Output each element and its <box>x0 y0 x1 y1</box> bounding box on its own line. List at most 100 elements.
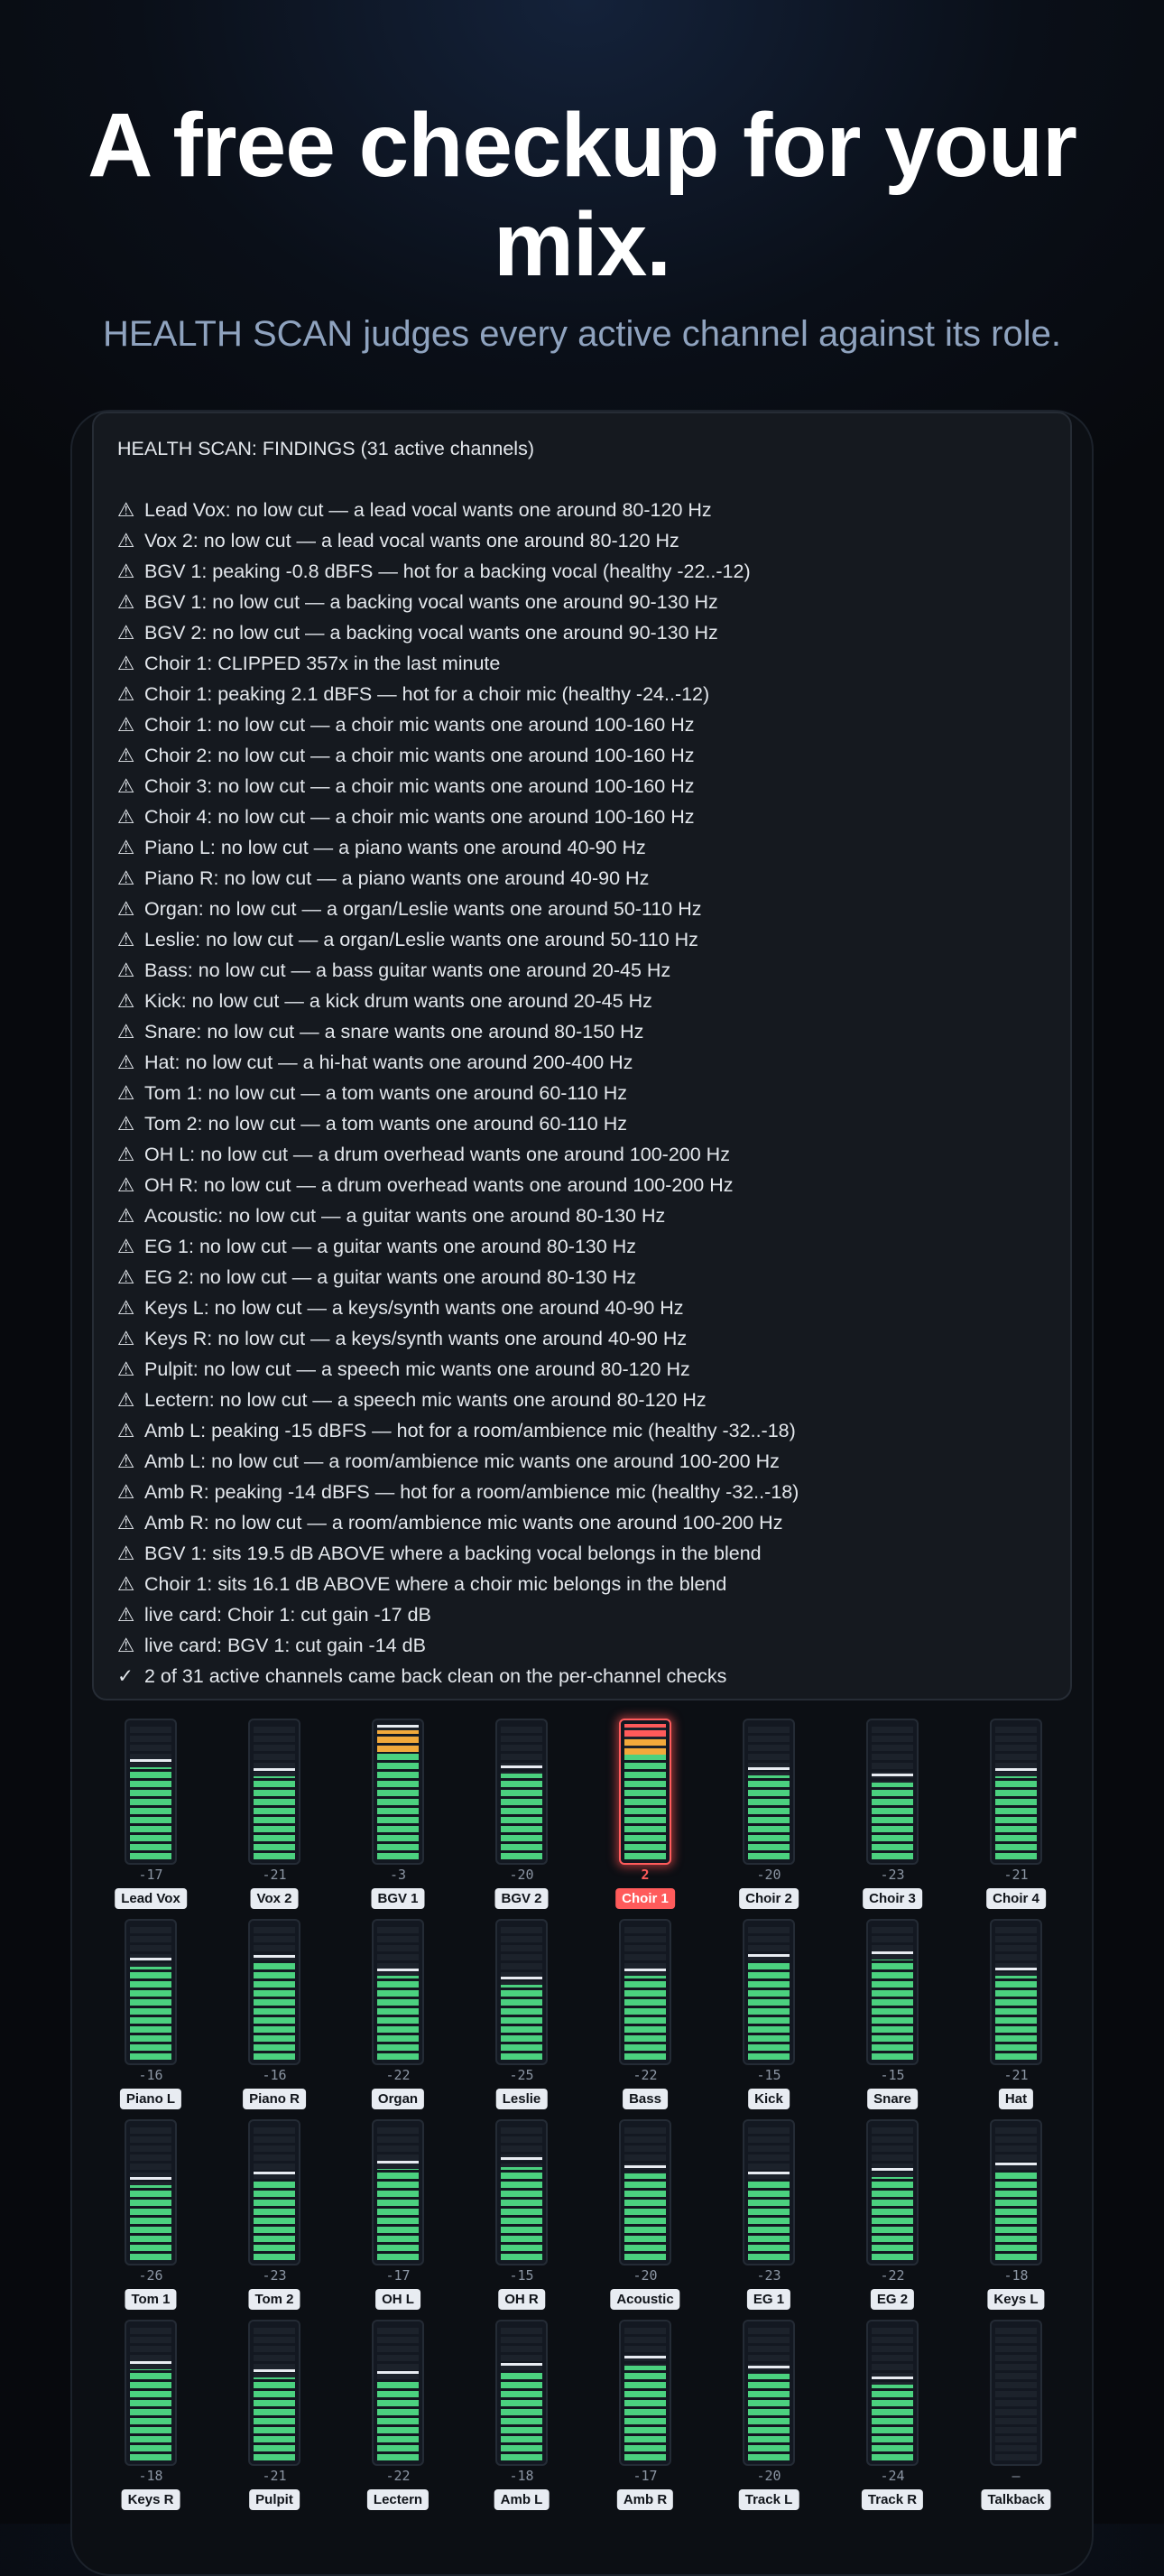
channel-strip[interactable]: -22 Bass <box>600 1919 690 2117</box>
level-meter <box>125 1719 177 1865</box>
channel-strip[interactable]: -24 Track R <box>847 2320 938 2518</box>
level-meter <box>248 2320 300 2466</box>
level-meter <box>619 2320 671 2466</box>
channel-level-value: -20 <box>756 2468 781 2484</box>
channel-level-value: -15 <box>509 2267 534 2284</box>
warning-icon: ⚠ <box>117 1174 135 1196</box>
peak-hold <box>377 2371 419 2374</box>
channel-level-value: -24 <box>880 2468 905 2484</box>
channel-name-label: Choir 1 <box>615 1888 675 1909</box>
finding-text: Snare: no low cut — a snare wants one ar… <box>144 1021 644 1042</box>
channel-strip[interactable]: -23 EG 1 <box>724 2119 814 2318</box>
channel-level-value: -15 <box>756 2067 781 2083</box>
channel-strip[interactable]: -17 Lead Vox <box>106 1719 196 1917</box>
finding-item: ⚠ Piano R: no low cut — a piano wants one… <box>117 863 1047 894</box>
peak-hold <box>995 1968 1037 1970</box>
finding-item: ⚠ OH L: no low cut — a drum overhead want… <box>117 1139 1047 1170</box>
channel-strip[interactable]: -17 Amb R <box>600 2320 690 2518</box>
peak-hold <box>130 1759 171 1762</box>
channel-strip[interactable]: -16 Piano R <box>229 1919 319 2117</box>
finding-text: Leslie: no low cut — a organ/Leslie want… <box>144 929 698 950</box>
finding-item: ⚠ Choir 1: sits 16.1 dB ABOVE where a cho… <box>117 1569 1047 1599</box>
channel-name-label: Keys L <box>987 2289 1045 2310</box>
channel-name-label: OH R <box>498 2289 545 2310</box>
finding-item: ⚠ Leslie: no low cut — a organ/Leslie wan… <box>117 924 1047 955</box>
meter-fill <box>624 2366 666 2460</box>
channel-name-label: Pulpit <box>249 2489 300 2510</box>
finding-item: ⚠ Amb R: no low cut — a room/ambience mic… <box>117 1507 1047 1538</box>
meter-fill <box>377 2379 419 2460</box>
channel-strip[interactable]: -23 Tom 2 <box>229 2119 319 2318</box>
channel-strip[interactable]: -16 Piano L <box>106 1919 196 2117</box>
meter-fill <box>624 1976 666 2060</box>
channel-level-value: -17 <box>633 2468 658 2484</box>
channel-strip[interactable]: -22 Organ <box>353 1919 443 2117</box>
channel-strip[interactable]: -20 Acoustic <box>600 2119 690 2318</box>
peak-hold <box>130 2177 171 2180</box>
channel-strip[interactable]: -3 BGV 1 <box>353 1719 443 1917</box>
meter-fill <box>130 1767 171 1859</box>
peak-hold <box>130 2361 171 2364</box>
channel-strip[interactable]: -21 Choir 4 <box>971 1719 1061 1917</box>
finding-item: ⚠ Choir 2: no low cut — a choir mic wants… <box>117 740 1047 771</box>
finding-item: ⚠ Snare: no low cut — a snare wants one a… <box>117 1016 1047 1047</box>
channel-strip[interactable]: -25 Leslie <box>476 1919 567 2117</box>
finding-item: ⚠ Keys R: no low cut — a keys/synth wants… <box>117 1323 1047 1354</box>
channel-strip[interactable]: -22 Lectern <box>353 2320 443 2518</box>
meter-fill <box>995 1976 1037 2060</box>
warning-icon: ⚠ <box>117 653 135 674</box>
warning-icon: ⚠ <box>117 1144 135 1165</box>
channel-name-label: EG 1 <box>746 2289 791 2310</box>
warning-icon: ⚠ <box>117 1450 135 1472</box>
channel-name-label: Choir 3 <box>863 1888 922 1909</box>
channel-strip[interactable]: -20 Choir 2 <box>724 1719 814 1917</box>
channel-name-label: Hat <box>998 2089 1034 2109</box>
channel-name-label: Organ <box>371 2089 425 2109</box>
peak-hold <box>748 1954 790 1957</box>
finding-item: ⚠ Amb R: peaking -14 dBFS — hot for a roo… <box>117 1477 1047 1507</box>
meter-warn-segment <box>377 1730 419 1752</box>
finding-item: ⚠ EG 1: no low cut — a guitar wants one a… <box>117 1231 1047 1262</box>
channel-strip[interactable]: -20 Track L <box>724 2320 814 2518</box>
level-meter <box>743 2320 795 2466</box>
warning-icon: ⚠ <box>117 837 135 858</box>
meter-fill <box>130 2369 171 2460</box>
finding-text: EG 2: no low cut — a guitar wants one ar… <box>144 1266 636 1288</box>
finding-item: ⚠ BGV 1: no low cut — a backing vocal wan… <box>117 587 1047 617</box>
finding-text: Acoustic: no low cut — a guitar wants on… <box>144 1205 666 1227</box>
channel-strip[interactable]: -21 Vox 2 <box>229 1719 319 1917</box>
peak-hold <box>501 1977 542 1979</box>
channel-strip[interactable]: -18 Keys L <box>971 2119 1061 2318</box>
warning-icon: ⚠ <box>117 1236 135 1257</box>
peak-hold <box>748 2366 790 2368</box>
warning-icon: ⚠ <box>117 1358 135 1380</box>
finding-text: Choir 1: CLIPPED 357x in the last minute <box>144 653 501 674</box>
finding-item: ⚠ Keys L: no low cut — a keys/synth wants… <box>117 1293 1047 1323</box>
channel-strip[interactable]: -20 BGV 2 <box>476 1719 567 1917</box>
level-meter <box>619 1719 671 1865</box>
channel-strip[interactable]: -18 Amb L <box>476 2320 567 2518</box>
channel-strip[interactable]: -15 OH R <box>476 2119 567 2318</box>
channel-strip[interactable]: -21 Pulpit <box>229 2320 319 2518</box>
level-meter <box>372 2119 424 2266</box>
channel-strip[interactable]: – Talkback <box>971 2320 1061 2518</box>
channel-strip[interactable]: -23 Choir 3 <box>847 1719 938 1917</box>
channel-strip[interactable]: -22 EG 2 <box>847 2119 938 2318</box>
channel-name-label: Tom 2 <box>248 2289 300 2310</box>
peak-hold <box>501 1765 542 1768</box>
finding-text: Choir 1: peaking 2.1 dBFS — hot for a ch… <box>144 683 710 705</box>
finding-text: Choir 4: no low cut — a choir mic wants … <box>144 806 695 828</box>
channel-strip[interactable]: -15 Snare <box>847 1919 938 2117</box>
channel-strip[interactable]: -17 OH L <box>353 2119 443 2318</box>
channel-strip[interactable]: -15 Kick <box>724 1919 814 2117</box>
channel-name-label: Tom 1 <box>125 2289 177 2310</box>
meter-fill <box>377 1976 419 2060</box>
finding-item: ⚠ Bass: no low cut — a bass guitar wants … <box>117 955 1047 986</box>
channel-strip[interactable]: -21 Hat <box>971 1919 1061 2117</box>
channel-strip[interactable]: -18 Keys R <box>106 2320 196 2518</box>
meter-fill <box>748 1962 790 2060</box>
meter-fill <box>872 1960 913 2060</box>
channel-strip[interactable]: -26 Tom 1 <box>106 2119 196 2318</box>
channel-strip[interactable]: 2 Choir 1 <box>600 1719 690 1917</box>
channel-name-label: Track L <box>738 2489 799 2510</box>
